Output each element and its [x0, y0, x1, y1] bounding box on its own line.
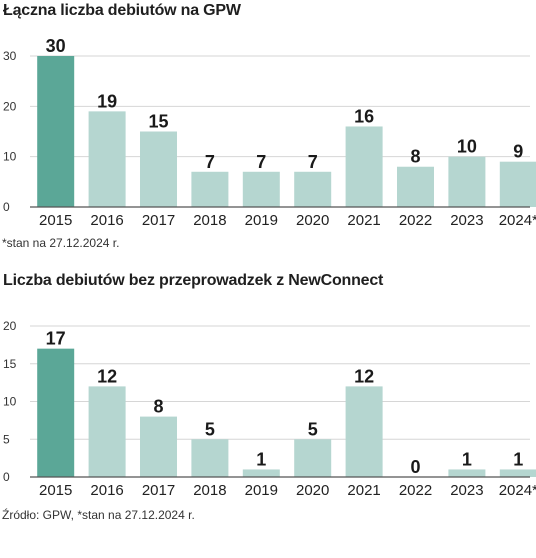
- x-tick-label: 2018: [193, 212, 226, 229]
- data-label: 7: [308, 152, 318, 172]
- y-tick-label: 10: [3, 150, 17, 164]
- bar-2015: [37, 56, 75, 207]
- x-tick-label: 2015: [39, 482, 72, 499]
- x-tick-label: 2022: [399, 212, 432, 229]
- bar-2021: [345, 386, 383, 477]
- bar-2024: [499, 161, 536, 207]
- bar-2018: [191, 171, 229, 207]
- data-label: 30: [46, 36, 66, 56]
- x-tick-label: 2023: [450, 212, 483, 229]
- data-label: 8: [410, 147, 420, 167]
- data-label: 5: [205, 419, 215, 439]
- x-tick-label: 2022: [399, 482, 432, 499]
- bar-2021: [345, 126, 383, 207]
- bar-chart-total-debuts: 0 10 20 30 30 2015 19 2016 15 2017 7 2018 7 2019 7 2020…: [3, 36, 536, 229]
- chart-title-debuts-without-newconnect: Liczba debiutów bez przeprowadzek z NewC…: [3, 272, 384, 289]
- bar-chart-debuts-without-newconnect: 0510152017201512201682017520181201952020…: [3, 319, 536, 499]
- data-label: 9: [513, 142, 523, 162]
- x-tick-label: 2017: [142, 212, 175, 229]
- bar-2020: [294, 171, 332, 207]
- bar-2015: [37, 348, 75, 477]
- x-tick-label: 2016: [90, 482, 123, 499]
- bar-2019: [242, 171, 280, 207]
- y-tick-label: 20: [3, 99, 17, 113]
- x-tick-label: 2016: [90, 212, 123, 229]
- y-tick-label: 15: [3, 357, 17, 371]
- x-tick-label: 2015: [39, 212, 72, 229]
- data-label: 12: [354, 366, 374, 386]
- bar-2016: [88, 386, 126, 477]
- bar-2016: [88, 111, 126, 207]
- data-label: 7: [205, 152, 215, 172]
- bar-2020: [294, 439, 332, 477]
- data-label: 1: [513, 449, 523, 469]
- bar-2022: [397, 166, 434, 207]
- data-label: 17: [46, 329, 66, 349]
- x-tick-label: 2020: [296, 212, 329, 229]
- bar-2023: [448, 469, 486, 477]
- x-tick-label: 2021: [347, 482, 380, 499]
- y-tick-label: 10: [3, 395, 17, 409]
- y-tick-label: 0: [3, 470, 10, 484]
- x-tick-label: 2023: [450, 482, 483, 499]
- data-label: 16: [354, 106, 374, 126]
- data-label: 7: [256, 152, 266, 172]
- x-tick-label: 2024*: [499, 482, 536, 499]
- chart-title-total-debuts: Łączna liczba debiutów na GPW: [3, 2, 241, 19]
- data-label: 0: [410, 457, 420, 477]
- x-tick-label: 2018: [193, 482, 226, 499]
- x-tick-label: 2021: [347, 212, 380, 229]
- bar-2024: [499, 469, 536, 477]
- x-tick-label: 2019: [245, 212, 278, 229]
- data-label: 8: [153, 397, 163, 417]
- y-tick-label: 20: [3, 319, 17, 333]
- y-tick-label: 5: [3, 432, 10, 446]
- chart-note-total-debuts: *stan na 27.12.2024 r.: [2, 236, 120, 250]
- chart-note-source: Źródło: GPW, *stan na 27.12.2024 r.: [2, 508, 195, 522]
- data-label: 1: [256, 449, 266, 469]
- data-label: 15: [148, 112, 168, 132]
- bar-2019: [242, 469, 280, 477]
- x-tick-label: 2019: [245, 482, 278, 499]
- bar-2018: [191, 439, 229, 477]
- bar-2017: [140, 131, 177, 207]
- x-tick-label: 2020: [296, 482, 329, 499]
- x-tick-label: 2017: [142, 482, 175, 499]
- data-label: 1: [462, 449, 472, 469]
- bar-2017: [140, 416, 177, 477]
- data-label: 19: [97, 91, 117, 111]
- x-tick-label: 2024*: [499, 212, 536, 229]
- data-label: 10: [457, 137, 477, 157]
- data-label: 12: [97, 366, 117, 386]
- data-label: 5: [308, 419, 318, 439]
- y-tick-label: 0: [3, 200, 10, 214]
- bar-2023: [448, 156, 486, 207]
- y-tick-label: 30: [3, 49, 17, 63]
